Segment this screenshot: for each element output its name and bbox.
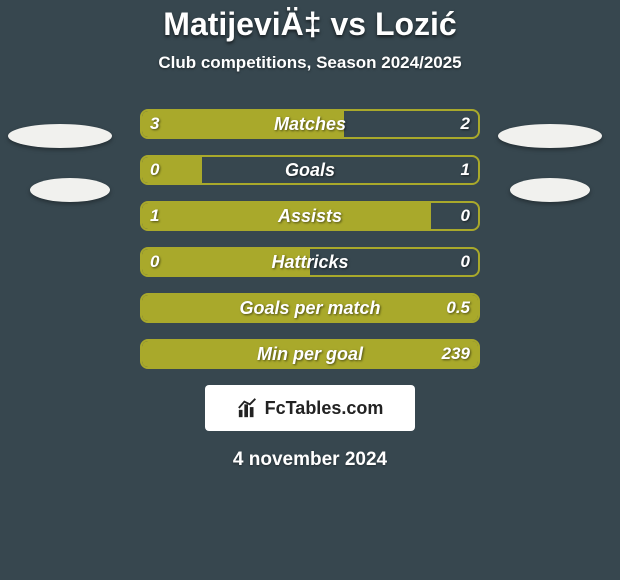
bar-fill-left — [142, 203, 431, 229]
decorative-ellipse — [30, 178, 110, 202]
footer-date: 4 november 2024 — [0, 449, 620, 471]
bar-fill-left — [142, 295, 478, 321]
decorative-ellipse — [8, 124, 112, 148]
watermark-text: FcTables.com — [265, 398, 384, 419]
stat-row: Goals per match 0.5 — [0, 293, 620, 323]
bar-track — [140, 247, 480, 277]
decorative-ellipse — [498, 124, 602, 148]
bar-fill-left — [142, 341, 478, 367]
comparison-card: MatijeviÄ‡ vs Lozić Club competitions, S… — [0, 0, 620, 580]
stat-row: 0 Hattricks 0 — [0, 247, 620, 277]
stat-row: 1 Assists 0 — [0, 201, 620, 231]
bar-chart-icon — [237, 397, 259, 419]
bar-track — [140, 339, 480, 369]
chart-area: 3 Matches 2 0 Goals 1 1 Assists 0 0 Ha — [0, 109, 620, 471]
page-subtitle: Club competitions, Season 2024/2025 — [0, 53, 620, 73]
bar-track — [140, 109, 480, 139]
decorative-ellipse — [510, 178, 590, 202]
watermark: FcTables.com — [205, 385, 415, 431]
bar-track — [140, 155, 480, 185]
bar-track — [140, 201, 480, 231]
page-title: MatijeviÄ‡ vs Lozić — [0, 0, 620, 43]
bar-track — [140, 293, 480, 323]
bar-fill-left — [142, 249, 310, 275]
stat-row: Min per goal 239 — [0, 339, 620, 369]
bar-fill-left — [142, 111, 344, 137]
bar-fill-left — [142, 157, 202, 183]
